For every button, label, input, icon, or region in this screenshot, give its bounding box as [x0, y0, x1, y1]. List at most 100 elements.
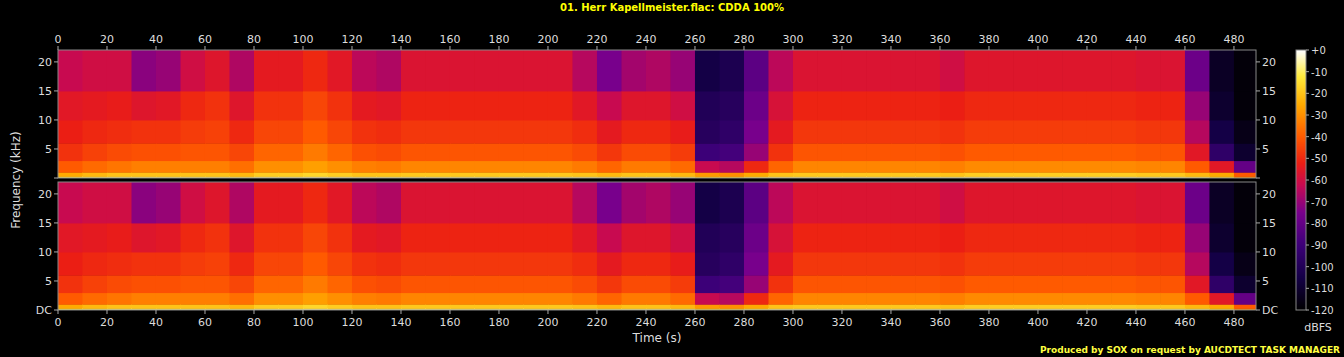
cell	[499, 223, 524, 253]
x-tick	[694, 46, 695, 50]
cell	[180, 275, 205, 293]
y-tick-label: 20	[1262, 56, 1276, 69]
x-tick	[106, 310, 107, 314]
cell	[646, 50, 671, 91]
cell	[695, 50, 720, 91]
x-tick	[792, 46, 793, 50]
cell	[523, 143, 548, 161]
x-tick-label: 60	[198, 33, 212, 46]
cell	[842, 161, 867, 173]
colorbar-tick	[1306, 201, 1309, 202]
cell	[964, 91, 989, 121]
colorbar-tick-label: -60	[1311, 175, 1327, 186]
cell	[131, 120, 156, 144]
cell	[1185, 172, 1210, 177]
cell	[940, 172, 965, 177]
cell	[254, 182, 279, 223]
x-tick-label: 40	[149, 33, 163, 46]
cell	[621, 143, 646, 161]
cell	[1111, 91, 1136, 121]
cell	[646, 143, 671, 161]
cell	[352, 304, 377, 309]
cell	[156, 223, 181, 253]
cell	[474, 304, 499, 309]
cell	[82, 223, 107, 253]
colorbar-tick-label: +0	[1311, 45, 1326, 56]
x-tick-label: 440	[1125, 33, 1146, 46]
cell	[327, 120, 352, 144]
cell	[1234, 143, 1256, 161]
cell	[670, 182, 695, 223]
cell	[1111, 275, 1136, 293]
cell	[474, 120, 499, 144]
title: 01. Herr Kapellmeister.flac: CDDA 100%	[560, 2, 784, 13]
cell	[425, 304, 450, 309]
cell	[768, 161, 793, 173]
cell	[1111, 143, 1136, 161]
cell	[401, 120, 426, 144]
cell	[401, 161, 426, 173]
cell	[915, 293, 940, 305]
cell	[597, 182, 622, 223]
y-tick-label: 5	[45, 143, 52, 156]
x-tick-label: 80	[247, 316, 261, 329]
cell	[1234, 293, 1256, 305]
x-tick	[155, 46, 156, 50]
cell	[1185, 50, 1210, 91]
cell	[523, 50, 548, 91]
colorbar-tick	[1306, 223, 1309, 224]
cell	[817, 50, 842, 91]
cell	[450, 223, 475, 253]
cell	[548, 293, 573, 305]
x-tick	[645, 310, 646, 314]
cell	[1038, 293, 1063, 305]
cell	[523, 304, 548, 309]
x-tick-label: 200	[537, 316, 558, 329]
cell	[572, 161, 597, 173]
cell	[1160, 223, 1185, 253]
cell	[964, 172, 989, 177]
cell	[303, 143, 328, 161]
cell	[1234, 304, 1256, 309]
colorbar-tick	[1306, 93, 1309, 94]
cell	[1111, 172, 1136, 177]
x-tick-label: 100	[292, 33, 313, 46]
cell	[719, 161, 744, 173]
cell	[499, 143, 524, 161]
frame	[58, 182, 1256, 310]
x-tick	[253, 310, 254, 314]
cell	[1234, 172, 1256, 177]
cell	[107, 223, 132, 253]
cell	[156, 91, 181, 121]
cell	[915, 172, 940, 177]
y-tick	[1256, 222, 1260, 223]
cell	[1136, 91, 1161, 121]
cell	[646, 91, 671, 121]
cell	[989, 161, 1014, 173]
cell	[1013, 293, 1038, 305]
cell	[58, 304, 83, 309]
cell	[376, 223, 401, 253]
cell	[499, 275, 524, 293]
cell	[450, 91, 475, 121]
cell	[425, 172, 450, 177]
cell	[1087, 172, 1112, 177]
cell	[450, 161, 475, 173]
colorbar-tick-label: -10	[1311, 67, 1327, 78]
cell	[670, 252, 695, 276]
cell	[1160, 304, 1185, 309]
cell	[376, 182, 401, 223]
y-tick	[54, 178, 58, 179]
colorbar-tick-label: -110	[1311, 283, 1334, 294]
x-tick	[204, 310, 205, 314]
cell	[523, 120, 548, 144]
cell	[915, 161, 940, 173]
cell	[1136, 50, 1161, 91]
cell	[964, 120, 989, 144]
cell	[768, 293, 793, 305]
cell	[303, 172, 328, 177]
cell	[1087, 275, 1112, 293]
cell	[1087, 293, 1112, 305]
y-tick	[54, 251, 58, 252]
cell	[229, 172, 254, 177]
